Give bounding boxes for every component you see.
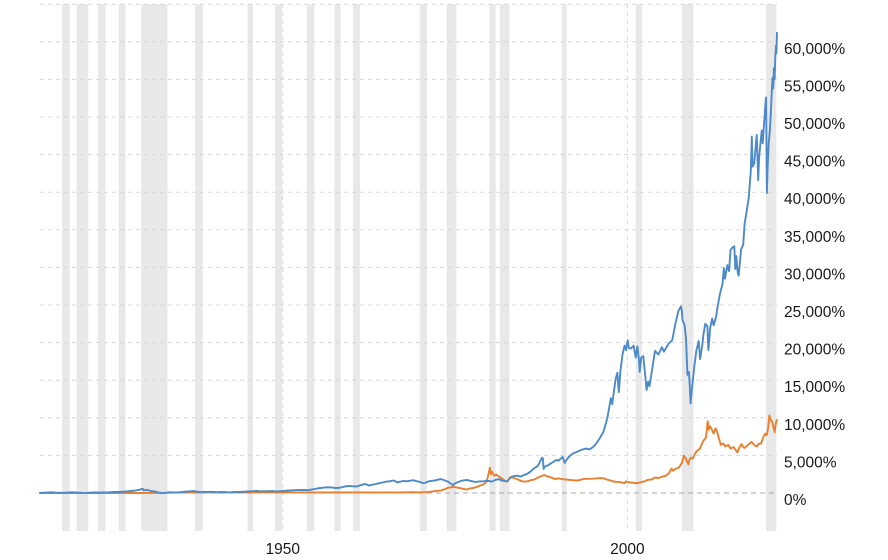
recession-band — [97, 4, 106, 531]
recession-band — [275, 4, 282, 531]
y-axis-tick-labels: 0% 5,000% 10,000% 15,000% 20,000% 25,000% 30,0… — [784, 41, 845, 509]
recession-band — [561, 4, 567, 531]
y-axis-tick-label: 45,000% — [784, 154, 845, 171]
x-axis-tick-label: 2000 — [610, 541, 645, 558]
y-axis-tick-label: 25,000% — [784, 304, 845, 321]
x-axis-tick-labels: 1950 2000 — [265, 541, 645, 558]
y-axis-tick-label: 40,000% — [784, 191, 845, 208]
y-axis-tick-label: 10,000% — [784, 417, 845, 434]
recession-band — [195, 4, 203, 531]
y-axis-tick-label: 20,000% — [784, 342, 845, 359]
recession-band — [681, 4, 694, 531]
y-axis-tick-label: 30,000% — [784, 266, 845, 283]
gold-percent-change-orange-line — [39, 414, 778, 494]
y-axis-tick-label: 15,000% — [784, 379, 845, 396]
stock-market-percent-change-blue-line — [39, 31, 778, 495]
y-axis-tick-label: 5,000% — [784, 454, 837, 471]
y-axis-tick-label: 60,000% — [784, 41, 845, 58]
horizontal-gridlines — [40, 3, 777, 494]
y-axis-tick-label: 50,000% — [784, 116, 845, 133]
recession-band — [419, 4, 427, 531]
recession-band — [353, 4, 360, 531]
recession-band — [635, 4, 642, 531]
recession-band — [306, 4, 315, 531]
y-axis-tick-label: 35,000% — [784, 229, 845, 246]
y-axis-tick-label: 55,000% — [784, 78, 845, 95]
y-axis-tick-label: 0% — [784, 492, 807, 509]
series-lines — [39, 31, 778, 495]
recession-band — [489, 4, 496, 531]
x-axis-tick-label: 1950 — [265, 541, 300, 558]
